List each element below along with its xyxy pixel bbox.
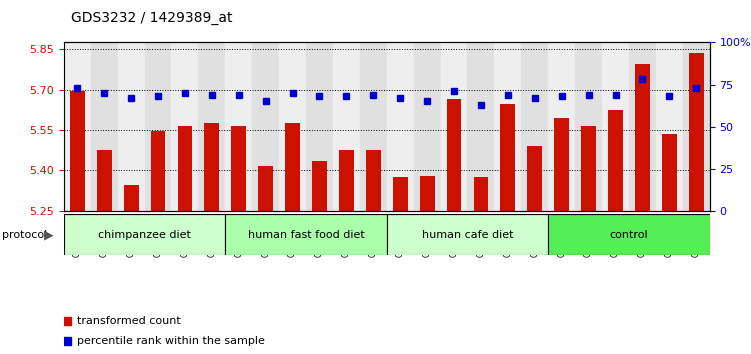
Bar (64, 42, 91, 211)
Bar (420, 176, 435, 211)
Bar (414, 42, 441, 211)
Text: transformed count: transformed count (77, 316, 180, 326)
Bar (124, 185, 138, 211)
Bar (500, 104, 515, 211)
Bar (629, 42, 656, 211)
Bar (144, 42, 171, 211)
Bar (225, 42, 252, 211)
Bar (447, 99, 461, 211)
Bar (581, 126, 596, 211)
Text: chimpanzee diet: chimpanzee diet (98, 229, 191, 240)
Bar (662, 134, 677, 211)
Bar (306, 42, 333, 211)
Bar (91, 42, 118, 211)
Bar (608, 110, 623, 211)
Bar (360, 42, 387, 211)
Text: human cafe diet: human cafe diet (422, 229, 513, 240)
Bar (441, 42, 467, 211)
Bar (521, 42, 548, 211)
Bar (118, 42, 144, 211)
Bar (177, 126, 192, 211)
Bar (70, 91, 85, 211)
Text: control: control (610, 229, 648, 240)
Bar (467, 42, 494, 211)
Bar (656, 42, 683, 211)
Bar (97, 150, 112, 211)
Bar (333, 42, 360, 211)
Text: GDS3232 / 1429389_at: GDS3232 / 1429389_at (71, 11, 233, 25)
Bar (231, 126, 246, 211)
Text: human fast food diet: human fast food diet (248, 229, 364, 240)
Bar (689, 53, 704, 211)
Text: percentile rank within the sample: percentile rank within the sample (77, 336, 264, 346)
Text: protocol: protocol (2, 229, 47, 240)
Bar (548, 42, 575, 211)
Bar (171, 42, 198, 211)
Bar (279, 42, 306, 211)
Bar (366, 150, 381, 211)
Bar (683, 42, 710, 211)
Bar (474, 177, 488, 211)
Bar (258, 166, 273, 211)
Bar (225, 214, 387, 255)
Bar (387, 214, 548, 255)
Bar (151, 131, 165, 211)
Bar (554, 118, 569, 211)
Bar (312, 161, 327, 211)
Bar (602, 42, 629, 211)
Bar (527, 146, 542, 211)
Bar (494, 42, 521, 211)
Bar (339, 150, 354, 211)
Bar (635, 64, 650, 211)
Bar (198, 42, 225, 211)
Bar (64, 214, 225, 255)
Text: ▶: ▶ (44, 228, 53, 241)
Bar (387, 42, 414, 211)
Bar (548, 214, 710, 255)
Bar (575, 42, 602, 211)
Bar (204, 123, 219, 211)
Bar (393, 177, 408, 211)
Bar (285, 123, 300, 211)
Bar (252, 42, 279, 211)
